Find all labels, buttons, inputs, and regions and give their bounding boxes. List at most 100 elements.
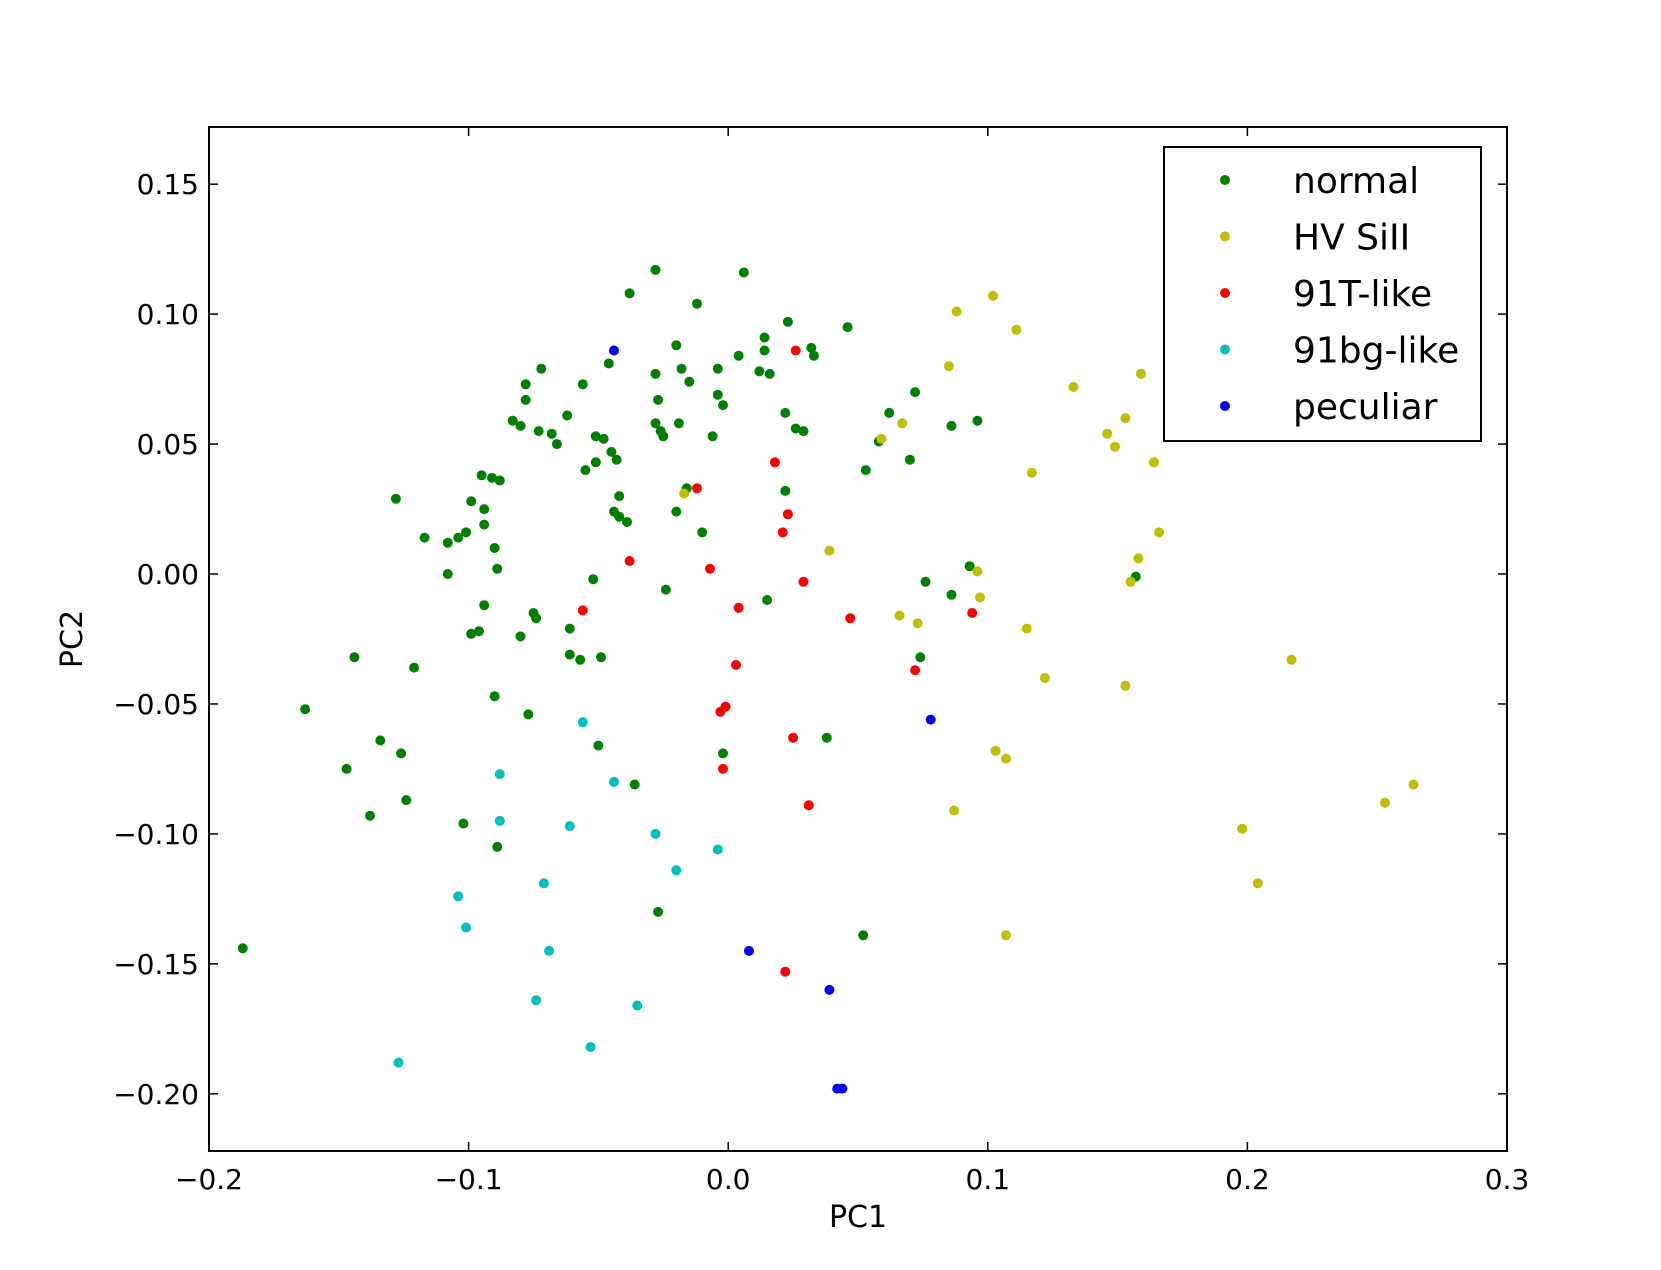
point-normal-49 [590,457,601,468]
point-hv-siii-18 [1039,673,1050,683]
point-normal-52 [598,433,609,444]
point-normal-75 [684,376,695,387]
point-peculiar-5 [925,714,936,725]
point-normal-105 [915,652,926,663]
point-91t-like-0 [577,605,588,616]
point-normal-86 [759,332,770,343]
point-91t-like-18 [910,665,921,676]
plot-frame [208,126,1508,1152]
point-hv-siii-32 [1380,797,1390,808]
legend-label: 91bg-like [1293,331,1459,372]
point-normal-76 [692,298,702,309]
legend-label: 91T-like [1293,274,1432,315]
point-91t-like-11 [780,966,791,977]
x-tick-label: 0.1 [966,1163,1011,1196]
point-normal-90 [780,407,791,418]
point-normal-47 [588,574,599,585]
point-91bg-like-0 [393,1057,404,1068]
x-tick-label: 0.0 [706,1163,751,1196]
x-tick-label: −0.2 [175,1163,243,1196]
point-91bg-like-10 [585,1042,596,1052]
point-normal-69 [660,584,671,595]
point-normal-12 [442,569,453,579]
point-normal-96 [808,350,819,361]
point-91t-like-10 [777,527,788,538]
legend-label: peculiar [1293,387,1438,428]
y-tick-label: 0.00 [137,558,199,591]
legend-marker [1220,231,1230,242]
point-normal-98 [842,322,853,333]
point-91t-like-12 [782,509,793,520]
point-91t-like-13 [788,732,799,743]
point-peculiar-1 [744,945,754,956]
y-tick-label: −0.15 [113,948,199,981]
point-normal-78 [707,431,718,442]
point-hv-siii-6 [943,361,954,372]
x-tick-label: 0.2 [1225,1163,1270,1196]
point-normal-94 [798,426,809,437]
point-normal-15 [461,527,471,538]
point-normal-44 [575,654,586,665]
legend: normal HV SiII 91T-like 91bg-like peculiar [1163,146,1482,442]
legend-marker [1220,401,1230,411]
point-normal-95 [806,342,817,353]
point-normal-7 [396,748,407,759]
point-normal-64 [650,368,661,379]
point-normal-50 [593,740,604,751]
point-91t-like-2 [692,483,702,494]
point-normal-88 [762,595,773,605]
point-normal-87 [759,345,770,356]
y-tick-label: −0.05 [113,688,199,721]
point-91t-like-1 [624,556,635,566]
point-91t-like-19 [967,608,978,618]
point-normal-92 [782,316,793,327]
point-normal-4 [365,810,375,821]
point-hv-siii-23 [1120,680,1131,691]
point-normal-21 [479,519,490,530]
point-91t-like-16 [803,800,814,811]
point-91bg-like-8 [564,821,575,832]
point-91bg-like-15 [712,844,723,855]
point-normal-18 [474,626,484,637]
point-91t-like-14 [790,345,801,356]
point-normal-34 [523,709,534,720]
point-normal-58 [614,511,625,522]
point-normal-20 [479,504,490,515]
point-normal-42 [564,649,575,660]
point-normal-11 [442,537,453,548]
legend-label: normal [1293,161,1419,202]
y-tick-label: −0.20 [113,1078,199,1111]
point-91t-like-17 [845,613,856,624]
point-normal-85 [754,366,765,377]
legend-label: HV SiII [1293,218,1410,259]
axis-ticks: −0.2 −0.1 0.0 0.1 0.2 0.3 0.15 0.10 0.05 0.00 −0.0… [113,127,1529,1196]
point-peculiar-0 [609,345,619,356]
point-91bg-like-3 [494,769,505,780]
point-normal-24 [489,543,500,553]
point-normal-71 [671,506,682,517]
point-normal-63 [650,418,661,429]
point-91bg-like-6 [538,878,549,889]
point-hv-siii-13 [1001,753,1011,764]
point-normal-26 [492,563,503,574]
point-normal-27 [492,841,503,852]
point-normal-70 [671,340,682,351]
point-91bg-like-2 [461,922,471,933]
point-normal-89 [764,368,775,379]
point-normal-57 [614,491,625,502]
point-91bg-like-12 [632,1000,643,1011]
point-normal-1 [300,704,311,715]
point-normal-17 [466,628,477,639]
point-normal-22 [479,600,490,611]
point-normal-38 [536,363,547,374]
point-normal-109 [964,561,975,572]
point-hv-siii-25 [1133,553,1144,564]
point-hv-siii-4 [897,418,908,429]
point-normal-110 [972,415,983,426]
point-normal-56 [611,454,622,465]
point-91t-like-15 [798,576,809,587]
point-normal-2 [341,763,352,774]
legend-marker [1220,175,1230,185]
point-91t-like-6 [720,701,731,712]
